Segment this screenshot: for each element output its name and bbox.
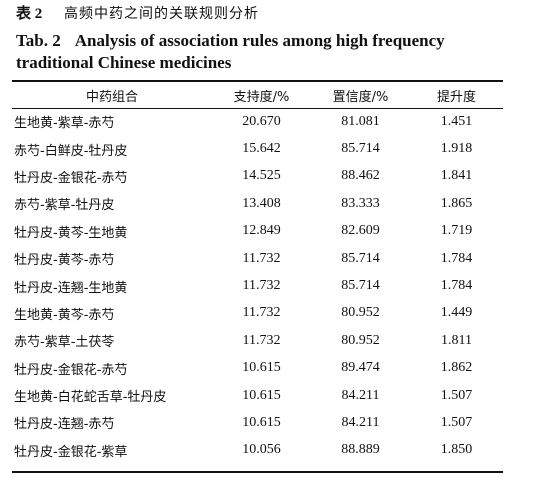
header-support: 支持度/% [233,89,290,105]
table-bottom-rule [12,471,503,473]
cell-lift: 1.918 [440,141,473,157]
table-title-cn: 高频中药之间的关联规则分析 [64,6,260,22]
cell-confidence: 81.081 [341,113,380,129]
table-row: 生地黄-紫草-赤芍 20.670 81.081 1.451 [12,108,503,135]
table-row: 赤芍-紫草-土茯苓 11.732 80.952 1.811 [12,327,503,354]
table-row: 牡丹皮-金银花-赤芍 10.615 89.474 1.862 [12,355,503,382]
cell-lift: 1.811 [441,332,472,348]
table-header-row: 中药组合 支持度/% 置信度/% 提升度 [12,82,503,108]
cell-lift: 1.784 [440,250,473,266]
header-combination: 中药组合 [85,89,138,105]
header-confidence: 置信度/% [332,89,389,105]
cell-combination: 赤芍-紫草-土茯苓 [14,335,115,351]
cell-confidence: 89.474 [341,360,380,376]
association-rules-table: 中药组合 支持度/% 置信度/% 提升度 生地黄-紫草-赤芍 20.670 81.0… [12,82,503,464]
cell-confidence: 85.714 [341,278,380,294]
table-row: 牡丹皮-连翘-赤芍 10.615 84.211 1.507 [12,409,503,436]
cell-support: 10.615 [242,360,281,376]
cell-confidence: 80.952 [341,332,380,348]
cell-support: 11.732 [242,305,281,321]
cell-combination: 牡丹皮-连翘-生地黄 [14,280,128,296]
cell-lift: 1.841 [440,168,473,184]
table-body: 生地黄-紫草-赤芍 20.670 81.081 1.451 赤芍-白鲜皮-牡丹皮 15.6… [12,108,503,464]
table-row: 赤芍-紫草-牡丹皮 13.408 83.333 1.865 [12,190,503,217]
cell-lift: 1.719 [440,223,473,239]
cell-support: 11.732 [242,332,281,348]
table-row: 牡丹皮-黄芩-生地黄 12.849 82.609 1.719 [12,218,503,245]
table-title-en: Analysis of association rules among high… [16,31,445,72]
cell-lift: 1.507 [440,414,473,430]
cell-lift: 1.865 [440,195,473,211]
cell-lift: 1.507 [440,387,473,403]
cell-combination: 牡丹皮-金银花-赤芍 [14,362,128,378]
table-number-cn: 表 2 [16,6,43,22]
cell-support: 20.670 [242,113,281,129]
cell-confidence: 82.609 [341,223,380,239]
cell-confidence: 84.211 [341,414,380,430]
cell-confidence: 88.889 [341,442,380,458]
cell-support: 12.849 [242,223,281,239]
cell-lift: 1.451 [440,113,473,129]
cell-combination: 生地黄-黄芩-赤芍 [14,307,115,323]
table-row: 牡丹皮-金银花-赤芍 14.525 88.462 1.841 [12,163,503,190]
cell-lift: 1.449 [440,305,473,321]
table-row: 生地黄-白花蛇舌草-牡丹皮 10.615 84.211 1.507 [12,382,503,409]
cell-combination: 赤芍-白鲜皮-牡丹皮 [14,143,128,159]
cell-confidence: 84.211 [341,387,380,403]
cell-support: 10.615 [242,387,281,403]
cell-support: 15.642 [242,141,281,157]
cell-lift: 1.850 [440,442,473,458]
table-caption-english: Tab. 2 Analysis of association rules amon… [16,30,516,74]
cell-combination: 牡丹皮-连翘-赤芍 [14,417,115,433]
table-row: 赤芍-白鲜皮-牡丹皮 15.642 85.714 1.918 [12,135,503,162]
cell-lift: 1.862 [440,360,473,376]
table-row: 牡丹皮-金银花-紫草 10.056 88.889 1.850 [12,437,503,464]
cell-lift: 1.784 [440,278,473,294]
cell-support: 10.056 [242,442,281,458]
table-row: 生地黄-黄芩-赤芍 11.732 80.952 1.449 [12,300,503,327]
cell-confidence: 85.714 [341,250,380,266]
cell-confidence: 85.714 [341,141,380,157]
table-header-rule [12,108,503,109]
cell-confidence: 80.952 [341,305,380,321]
cell-support: 13.408 [242,195,281,211]
cell-support: 10.615 [242,414,281,430]
table-row: 牡丹皮-黄芩-赤芍 11.732 85.714 1.784 [12,245,503,272]
cell-support: 11.732 [242,278,281,294]
cell-combination: 牡丹皮-金银花-赤芍 [14,170,128,186]
table-row: 牡丹皮-连翘-生地黄 11.732 85.714 1.784 [12,272,503,299]
cell-support: 14.525 [242,168,281,184]
table-number-en: Tab. 2 [16,31,61,50]
table-top-rule [12,80,503,82]
cell-combination: 赤芍-紫草-牡丹皮 [14,198,115,214]
cell-combination: 牡丹皮-黄芩-赤芍 [14,253,115,269]
cell-combination: 生地黄-白花蛇舌草-牡丹皮 [14,390,167,406]
cell-confidence: 88.462 [341,168,380,184]
cell-combination: 牡丹皮-黄芩-生地黄 [14,225,128,241]
cell-confidence: 83.333 [341,195,380,211]
cell-combination: 牡丹皮-金银花-紫草 [14,444,128,460]
header-lift: 提升度 [436,89,476,105]
cell-combination: 生地黄-紫草-赤芍 [14,116,115,132]
cell-support: 11.732 [242,250,281,266]
table-caption-chinese: 表 2 高频中药之间的关联规则分析 [16,5,259,23]
